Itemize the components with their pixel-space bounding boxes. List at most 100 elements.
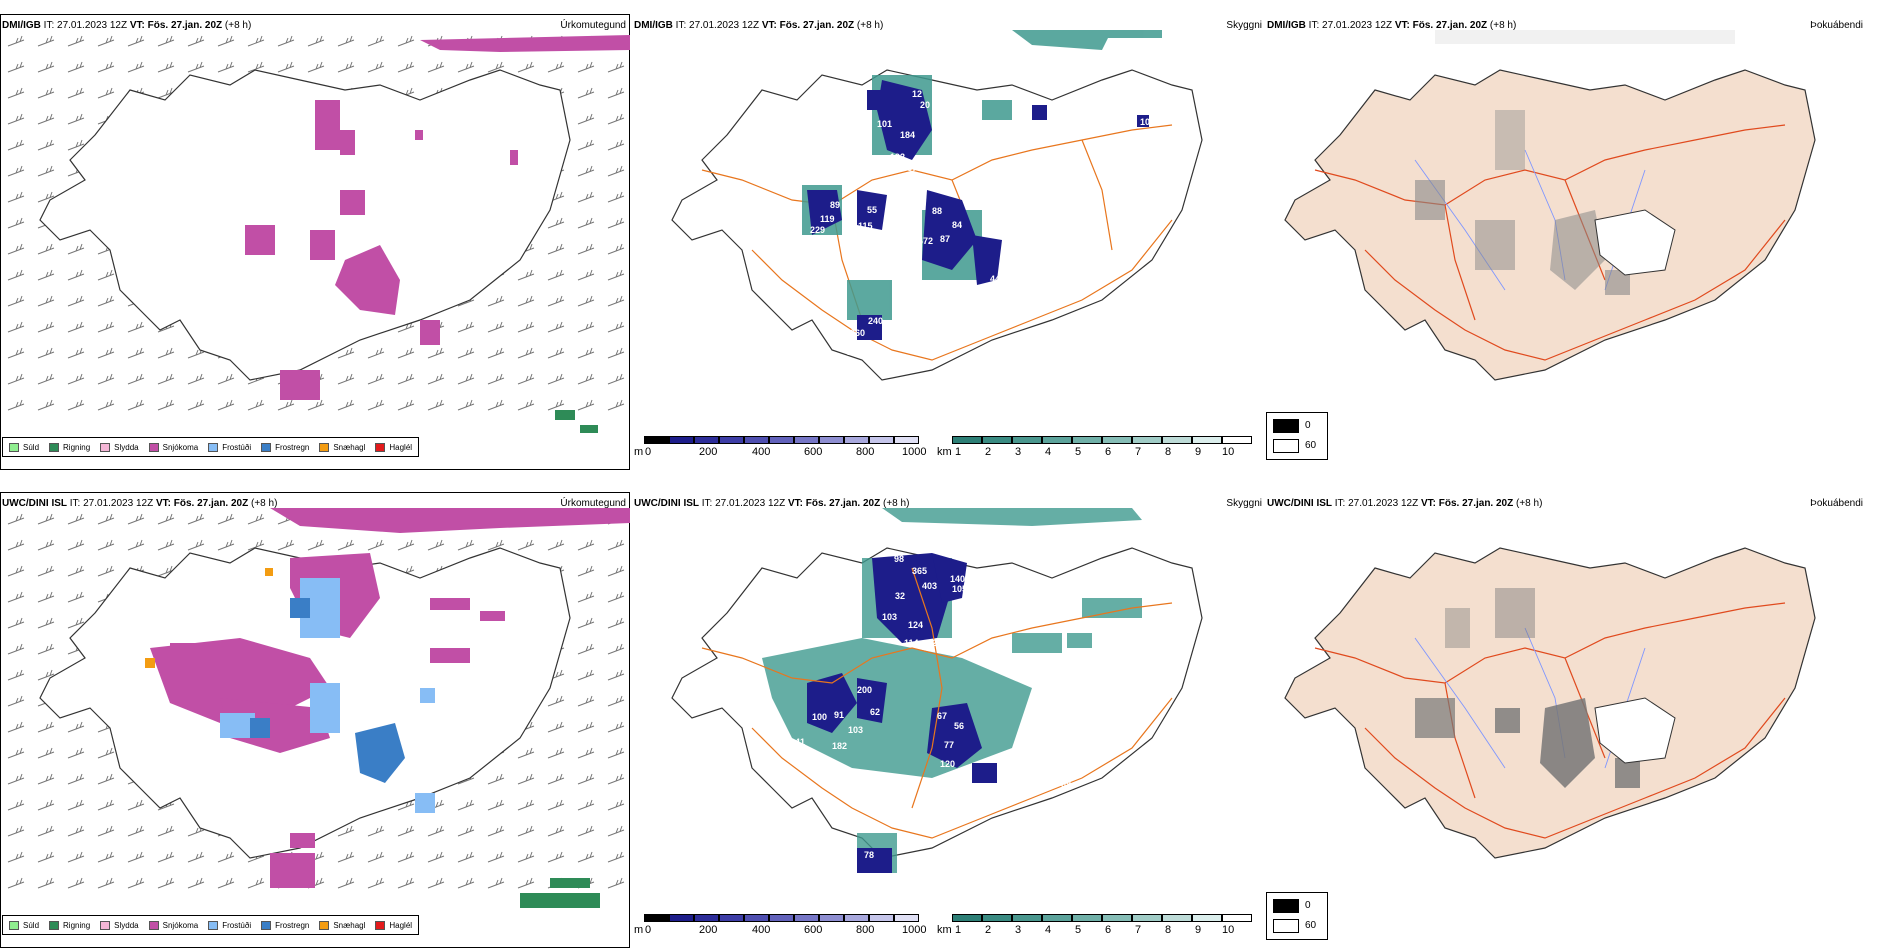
wind-barb — [577, 773, 595, 785]
cbar-seg — [794, 914, 819, 922]
wind-barb — [127, 373, 145, 385]
wind-barb — [607, 87, 625, 99]
fog-gray-areas — [1415, 110, 1630, 295]
cbar-seg — [694, 914, 719, 922]
wind-barb — [37, 643, 55, 655]
cbar-tick: 6 — [1105, 446, 1112, 458]
vis-label: 200 — [857, 685, 872, 695]
panel-header: UWC/DINI ISL IT: 27.01.2023 12Z VT: Fös.… — [1267, 498, 1543, 509]
wind-barb — [97, 539, 115, 551]
wind-barb — [67, 721, 85, 733]
wind-barb — [607, 139, 625, 151]
fog-legend-white-value: 60 — [1305, 920, 1317, 931]
vis-label: 102 — [1140, 117, 1155, 127]
wind-barb — [127, 877, 145, 889]
wind-barb — [367, 35, 385, 47]
legend-item: Frostúði — [208, 920, 251, 930]
cbar-tick: 5 — [1075, 446, 1082, 458]
vis-label: 89 — [830, 200, 840, 210]
wind-barb — [577, 825, 595, 837]
wind-barb — [517, 399, 535, 411]
legend-swatch — [208, 442, 219, 452]
visibility-panel-row1: DMI/IGB IT: 27.01.2023 12Z VT: Fös. 27.j… — [632, 0, 1262, 470]
wind-barb — [97, 773, 115, 785]
wind-barb — [517, 269, 535, 281]
colorbar-m: m 0 200 400 600 800 1000 — [634, 914, 934, 944]
wind-barb — [7, 269, 25, 281]
wind-barb — [247, 539, 265, 551]
wind-barb — [547, 321, 565, 333]
legend-swatch — [208, 920, 219, 930]
cbar-tick: 7 — [1135, 924, 1142, 936]
wind-barb — [217, 35, 235, 47]
wind-barb — [247, 513, 265, 525]
vis-label: 403 — [922, 581, 937, 591]
wind-barb — [487, 347, 505, 359]
wind-barb — [67, 61, 85, 73]
fog-legend-white-swatch — [1273, 439, 1299, 453]
cbar-tick: 6 — [1105, 924, 1112, 936]
wind-barb — [67, 851, 85, 863]
wind-barb — [457, 825, 475, 837]
legend-swatch — [375, 920, 386, 930]
wind-barb — [97, 87, 115, 99]
wind-barb — [517, 799, 535, 811]
vis-label: 101 — [877, 119, 892, 129]
cbar-seg — [744, 914, 769, 922]
cbar-tick: 5 — [1075, 924, 1082, 936]
wind-barb — [457, 539, 475, 551]
wind-barb — [7, 799, 25, 811]
wind-barb — [37, 373, 55, 385]
wind-barb — [607, 269, 625, 281]
wind-barb — [157, 513, 175, 525]
precip-legend: Súld Rigning Slydda Snjókoma Frostúði Fr… — [2, 437, 420, 457]
wind-barb — [487, 851, 505, 863]
cbar-tick: 1 — [955, 924, 962, 936]
legend-swatch — [319, 442, 330, 452]
wind-barb — [547, 799, 565, 811]
wind-barb — [7, 591, 25, 603]
wind-barb — [37, 773, 55, 785]
wind-barb — [7, 321, 25, 333]
wind-barb — [37, 399, 55, 411]
wind-barb — [7, 35, 25, 47]
wind-barb — [217, 539, 235, 551]
wind-barb — [7, 513, 25, 525]
wind-barb — [97, 373, 115, 385]
wind-barb — [217, 61, 235, 73]
wind-barb — [607, 399, 625, 411]
wind-barb — [187, 877, 205, 889]
vis-label: 103 — [882, 612, 897, 622]
vis-label: 67 — [937, 711, 947, 721]
wind-barb — [7, 617, 25, 629]
wind-barb — [157, 851, 175, 863]
cbar-seg — [769, 436, 794, 444]
cbar-tick: 3 — [1015, 924, 1022, 936]
panel-title: Skyggni — [1226, 498, 1262, 509]
visibility-labels: 12 20 101 184 192 670 55 89 119 229 88 8… — [810, 89, 1155, 357]
cbar-seg — [869, 436, 894, 444]
wind-barb — [547, 851, 565, 863]
wind-barb — [487, 373, 505, 385]
legend-swatch — [49, 442, 60, 452]
vis-label: 98 — [894, 554, 904, 564]
cbar-seg — [844, 914, 869, 922]
cbar-tick: 200 — [699, 924, 718, 936]
wind-barb — [217, 399, 235, 411]
wind-barb — [157, 539, 175, 551]
wind-barb — [7, 565, 25, 577]
cbar-seg — [1192, 914, 1222, 922]
vis-label: 62 — [870, 707, 880, 717]
legend-item: Snjókoma — [148, 442, 198, 452]
vis-label: 87 — [940, 234, 950, 244]
wind-barb — [517, 773, 535, 785]
cbar-tick: 800 — [856, 446, 875, 458]
cbar-seg — [1072, 436, 1102, 444]
wind-barb — [217, 851, 235, 863]
wind-barb — [457, 399, 475, 411]
legend-item: Slydda — [100, 920, 139, 930]
cbar-seg — [1222, 436, 1252, 444]
wind-barb — [577, 113, 595, 125]
wind-barb — [247, 61, 265, 73]
wind-barb — [577, 591, 595, 603]
